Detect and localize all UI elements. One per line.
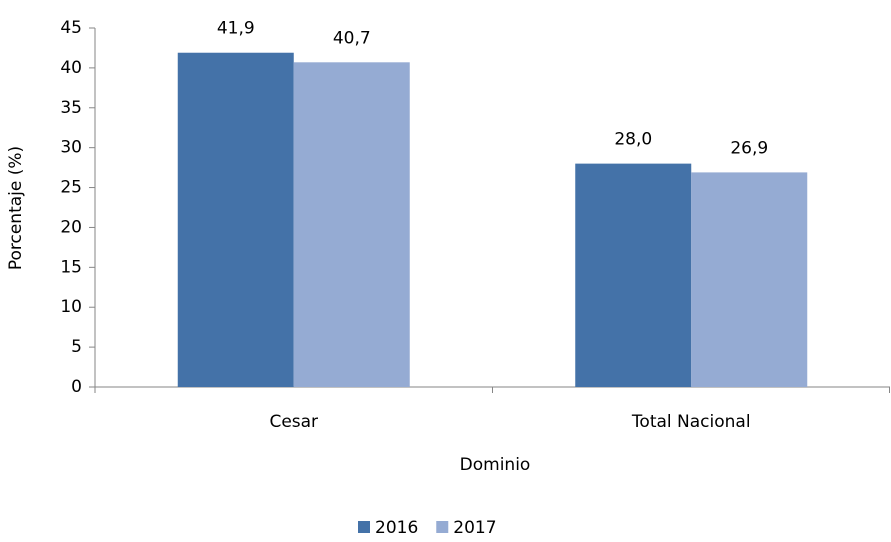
legend-swatch <box>436 521 449 533</box>
y-tick-label: 0 <box>71 377 82 397</box>
value-label: 26,9 <box>730 138 768 158</box>
value-label: 28,0 <box>614 130 652 150</box>
bar <box>691 172 808 387</box>
y-axis-label: Porcentaje (%) <box>6 146 26 270</box>
bar <box>293 62 410 387</box>
bar <box>177 52 294 387</box>
y-tick-label: 5 <box>71 337 82 357</box>
y-tick-label: 35 <box>60 98 82 118</box>
x-axis-label: Dominio <box>460 455 531 475</box>
y-tick-label: 25 <box>60 178 82 198</box>
x-tick-label: Cesar <box>269 412 318 432</box>
y-tick-label: 15 <box>60 257 82 277</box>
legend-label: 2017 <box>453 518 496 538</box>
value-label: 40,7 <box>333 28 371 48</box>
y-tick-label: 30 <box>60 138 82 158</box>
y-tick-label: 10 <box>60 297 82 317</box>
y-tick-label: 20 <box>60 217 82 237</box>
legend-swatch <box>358 521 370 533</box>
bar <box>575 163 692 387</box>
y-tick-label: 40 <box>60 58 82 78</box>
y-tick-label: 45 <box>60 18 82 38</box>
legend-label: 2016 <box>375 518 418 538</box>
value-label: 41,9 <box>217 19 255 39</box>
x-tick-label: Total Nacional <box>631 412 751 432</box>
